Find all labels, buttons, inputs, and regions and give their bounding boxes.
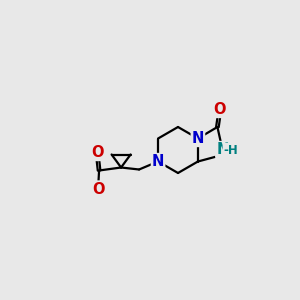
Text: -H: -H	[224, 143, 238, 157]
Text: O: O	[91, 145, 103, 160]
Text: O: O	[214, 102, 226, 117]
Text: N: N	[192, 131, 204, 146]
Text: N: N	[216, 142, 229, 157]
Text: O: O	[92, 182, 104, 196]
Text: N: N	[152, 154, 164, 169]
